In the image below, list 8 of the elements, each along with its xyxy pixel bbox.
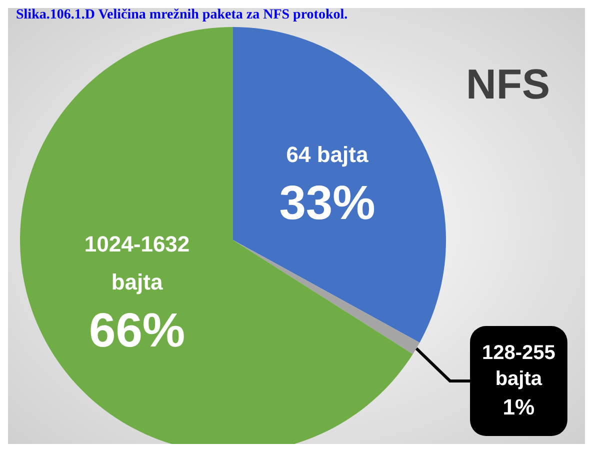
slice-label: 1024-1632 bajta	[84, 231, 190, 294]
data-label: 33%	[279, 176, 376, 230]
data-label: 1%	[502, 394, 535, 420]
text: Slika.106.1.D Veličina mrežnih paketa za NFS protokol.	[16, 8, 348, 22]
text: NFS	[466, 60, 550, 108]
slice-label: 128-255 bajta	[482, 342, 556, 390]
data-label: 66%	[89, 304, 186, 358]
slice-label: 64 bajta	[286, 142, 369, 167]
